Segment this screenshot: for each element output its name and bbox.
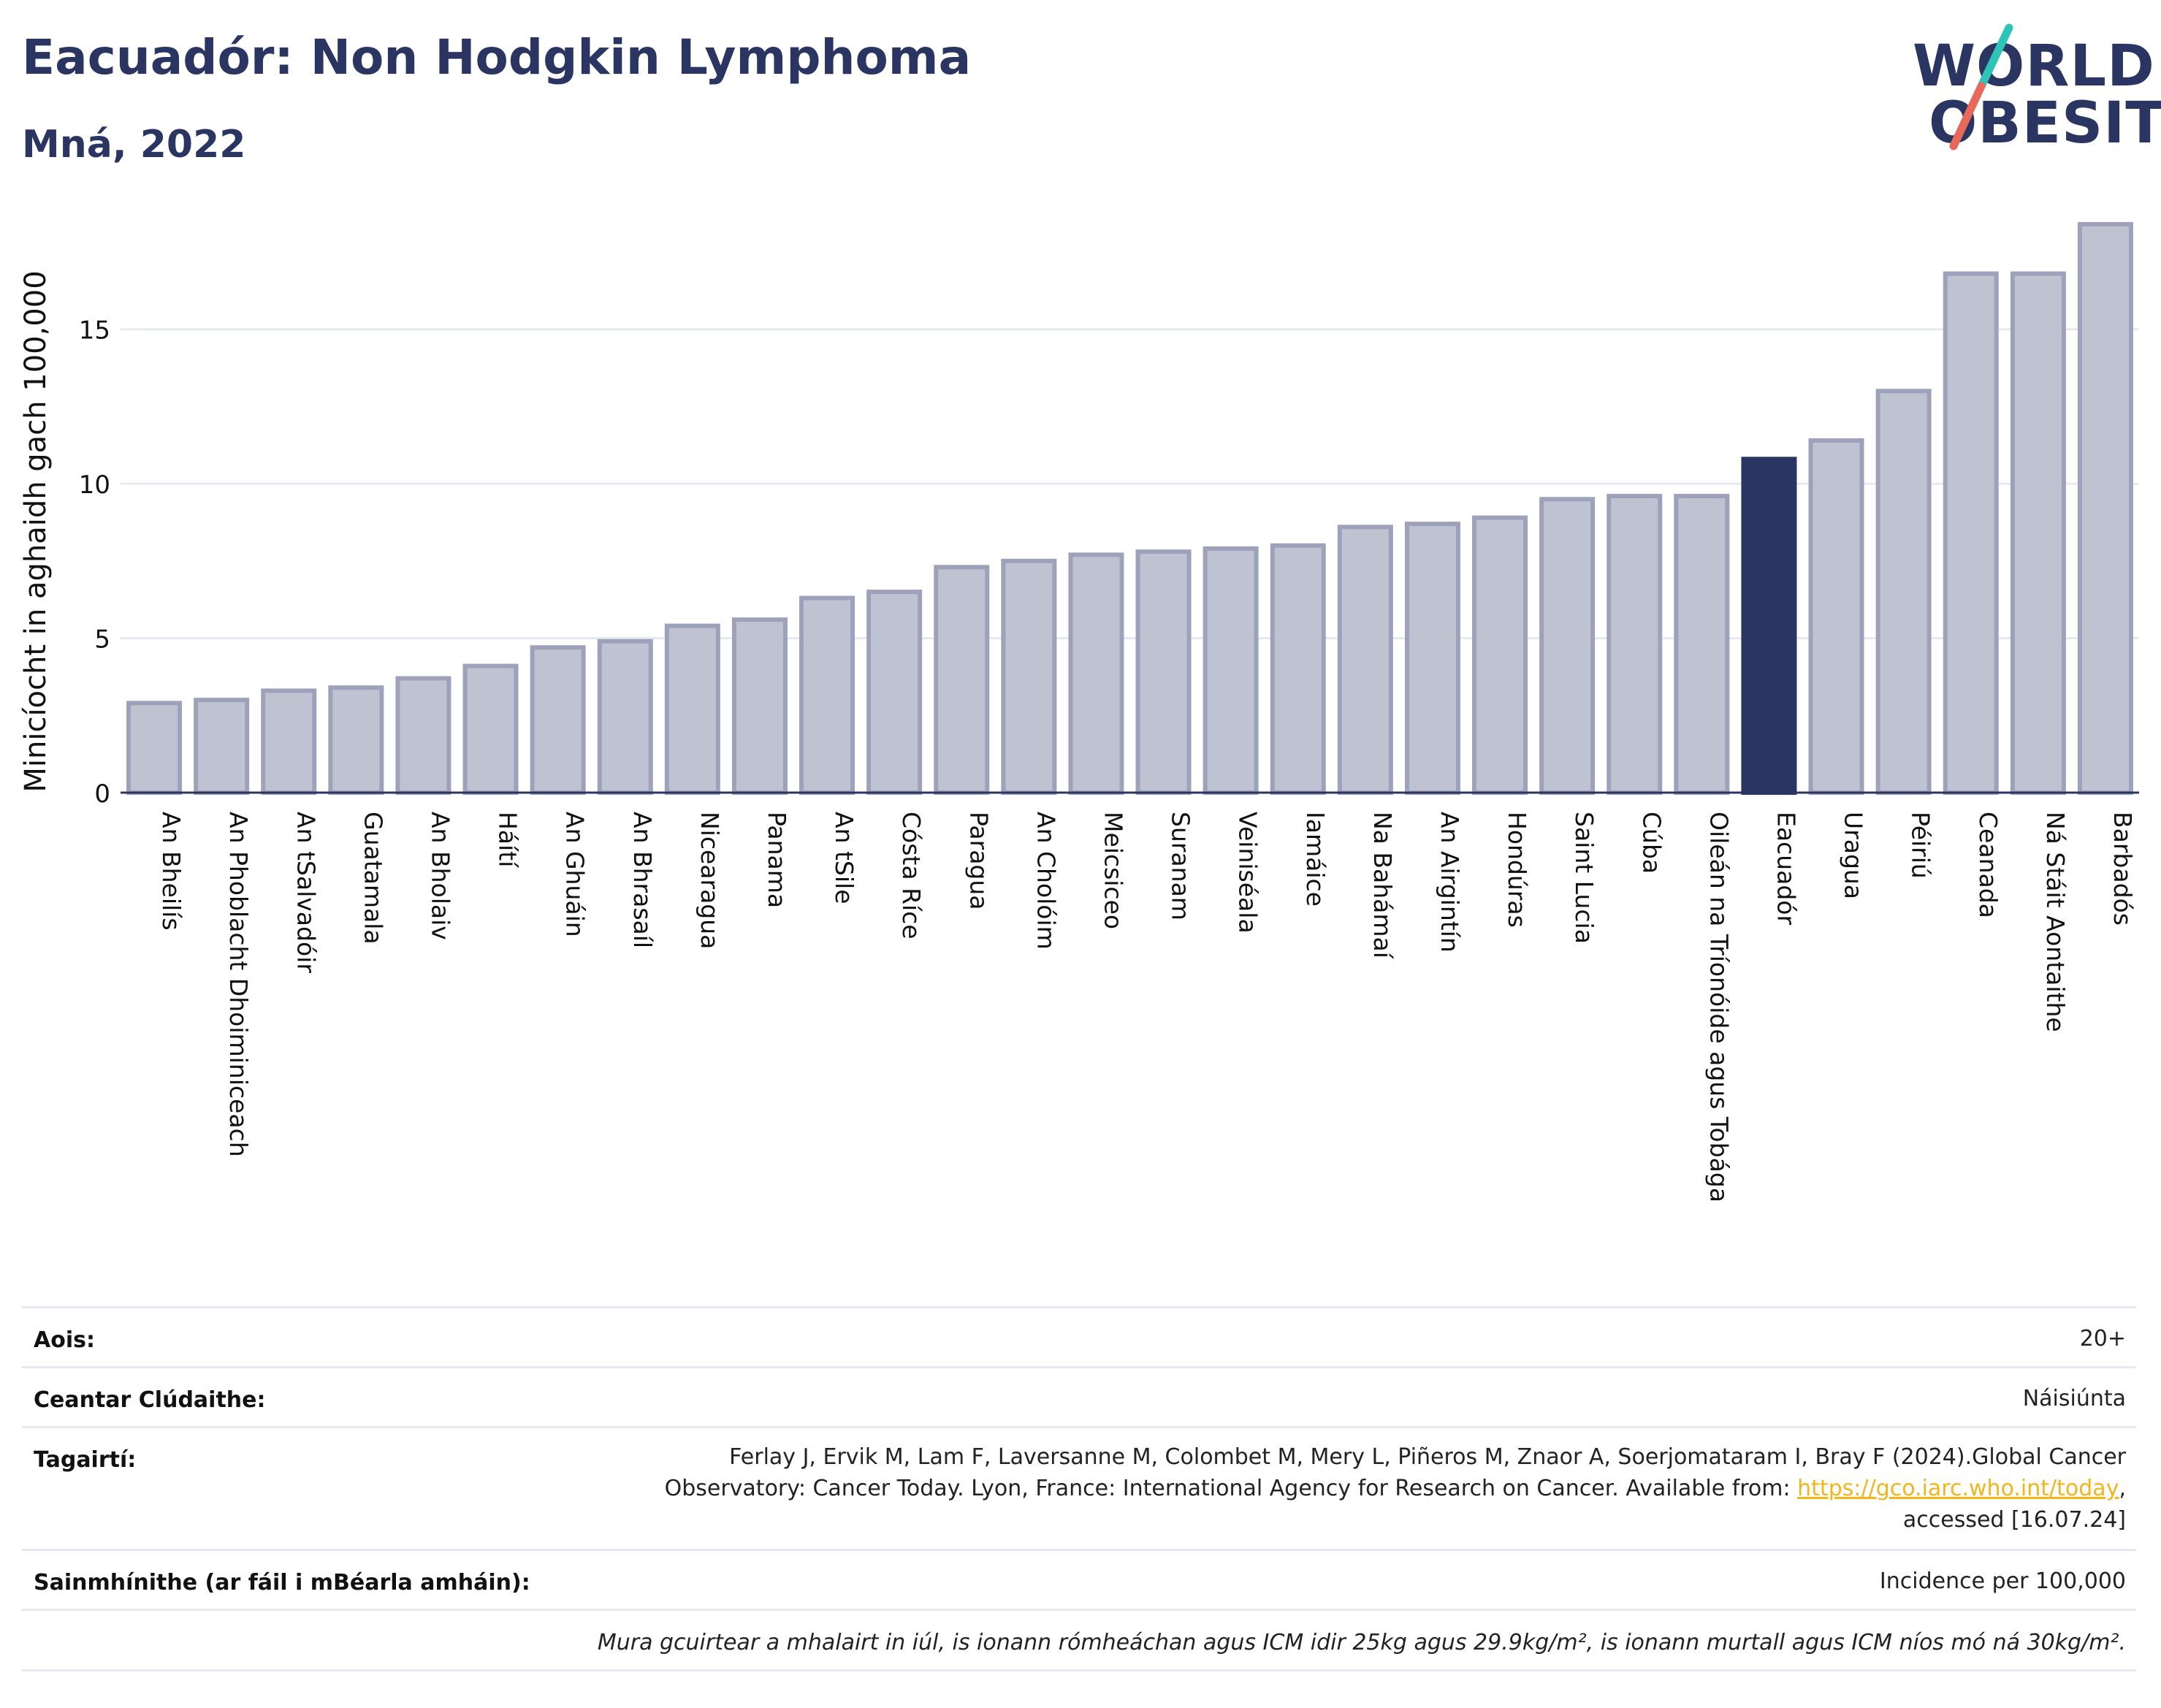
x-tick-label: Meicsiceo — [1099, 812, 1127, 929]
footnote: Mura gcuirtear a mhalairt in iúl, is ion… — [597, 1630, 2126, 1655]
y-axis-label: Minicíocht in aghaidh gach 100,000 — [19, 270, 53, 792]
bar-uragua — [1808, 438, 1864, 795]
bar-nicearagua — [664, 623, 720, 795]
world-obesity-logo: WORLD OBESITY — [1907, 22, 2161, 161]
bar-paragua — [934, 565, 990, 795]
bar-ná-stáit-aontaithe — [2010, 271, 2066, 795]
bar-iamáice — [1270, 543, 1326, 796]
page-title: Eacuadór: Non Hodgkin Lymphoma — [22, 29, 972, 85]
bar-suranam — [1135, 549, 1192, 795]
info-row-footnote: Mura gcuirtear a mhalairt in iúl, is ion… — [22, 1609, 2136, 1670]
x-tick-label: Ceanada — [1974, 812, 2002, 918]
reference-line-2: Observatory: Cancer Today. Lyon, France:… — [665, 1473, 2126, 1504]
logo-slash-icon — [1949, 23, 2013, 150]
bar-péiriú — [1875, 389, 1932, 795]
y-tick-label: 5 — [94, 625, 110, 655]
x-tick-label: Ná Stáit Aontaithe — [2041, 812, 2070, 1032]
x-tick-label: Barbadós — [2108, 812, 2137, 926]
x-tick-label: An Airgintín — [1436, 812, 1464, 953]
bar-ceanada — [1943, 271, 1999, 795]
info-value: 20+ — [2079, 1326, 2126, 1351]
x-tick-label: Suranam — [1167, 812, 1195, 920]
chart-gridlines — [121, 328, 2139, 640]
x-tick-label: An tSalvadóir — [291, 812, 320, 973]
bar-cúba — [1607, 494, 1663, 795]
x-tick-label: Eacuadór — [1772, 812, 1800, 925]
y-tick-label: 10 — [79, 470, 110, 500]
info-label: Sainmhínithe (ar fáil i mBéarla amháin): — [34, 1570, 530, 1595]
info-row-definitions: Sainmhínithe (ar fáil i mBéarla amháin):… — [22, 1549, 2136, 1609]
bar-meicsiceo — [1068, 552, 1124, 795]
bar-háítí — [462, 663, 519, 795]
info-row-coverage: Ceantar Clúdaithe: Náisiúnta — [22, 1366, 2136, 1426]
x-tick-label: Péiriú — [1907, 812, 1935, 879]
bar-chart: 0 5 10 15 An Bheilís An Phoblacht Dhoiminice… — [19, 221, 2139, 1202]
reference-text: Ferlay J, Ervik M, Lam F, Laversanne M, … — [665, 1441, 2126, 1536]
x-tick-label: An Phoblacht Dhoiminiceach — [224, 812, 253, 1157]
x-tick-label: Nicearagua — [695, 812, 724, 949]
x-tick-label: Na Bahámaí — [1368, 812, 1397, 960]
x-tick-label: An Ghuáin — [561, 812, 590, 937]
bar-oileán-na-tríonóide-agus-tobága — [1674, 494, 1730, 795]
bar-barbadós — [2077, 221, 2133, 795]
page-subtitle: Mná, 2022 — [22, 123, 246, 167]
bar-cósta-ríce — [866, 590, 923, 796]
bar-an-tsile — [799, 595, 855, 796]
y-tick-label: 15 — [79, 316, 110, 346]
bar-an-tsalvadóir — [261, 688, 317, 796]
bar-veiniséala — [1203, 546, 1259, 795]
x-tick-label: Háítí — [494, 812, 522, 869]
y-axis-ticks: 0 5 10 15 — [79, 316, 110, 809]
info-label: Aois: — [34, 1327, 95, 1353]
logo-line-1: WORLD — [1913, 34, 2155, 99]
bar-an-bhrasaíl — [597, 638, 653, 795]
reference-line-2-end: , — [2119, 1476, 2126, 1501]
x-tick-label: Veiniséala — [1234, 812, 1262, 934]
x-tick-label: Guatamala — [359, 812, 387, 945]
bar-hondúras — [1472, 515, 1528, 795]
x-tick-label: Oileán na Tríonóide agus Tobága — [1704, 812, 1733, 1202]
x-axis-labels: An Bheilís An Phoblacht Dhoiminiceach An t… — [157, 812, 2137, 1202]
info-label: Ceantar Clúdaithe: — [34, 1387, 266, 1413]
y-tick-label: 0 — [94, 779, 110, 809]
x-tick-label: An Bhrasaíl — [628, 812, 657, 948]
info-row-references: Tagairtí: Ferlay J, Ervik M, Lam F, Lave… — [22, 1426, 2136, 1549]
bar-saint-lucia — [1539, 497, 1596, 796]
chart-bars — [126, 221, 2133, 796]
x-tick-label: Saint Lucia — [1570, 812, 1598, 944]
x-tick-label: Cúba — [1637, 812, 1666, 874]
x-tick-label: Iamáice — [1301, 812, 1330, 907]
x-tick-label: An Bheilís — [157, 812, 186, 931]
x-tick-label: Hondúras — [1503, 812, 1531, 928]
bar-panama — [731, 617, 788, 795]
info-table: Aois: 20+ Ceantar Clúdaithe: Náisiúnta T… — [22, 1306, 2136, 1670]
bar-an-cholóim — [1001, 558, 1057, 796]
info-label: Tagairtí: — [34, 1447, 137, 1473]
x-tick-label: An Cholóim — [1032, 812, 1060, 950]
bar-an-ghuáin — [530, 645, 586, 795]
info-row-age: Aois: 20+ — [22, 1306, 2136, 1366]
x-tick-label: An tSile — [830, 812, 858, 904]
x-tick-label: Uragua — [1840, 812, 1868, 899]
info-value: Náisiúnta — [2022, 1386, 2126, 1411]
info-value: Incidence per 100,000 — [1879, 1568, 2126, 1594]
bar-an-phoblacht-dhoiminiceach — [194, 698, 250, 796]
bar-an-bheilís — [126, 701, 183, 795]
reference-line-2-text: Observatory: Cancer Today. Lyon, France:… — [664, 1476, 1798, 1501]
x-tick-label: An Bholaiv — [426, 812, 454, 940]
x-tick-label: Panama — [763, 812, 791, 908]
reference-link[interactable]: https://gco.iarc.who.int/today — [1797, 1476, 2119, 1501]
reference-line-3: accessed [16.07.24] — [1902, 1507, 2126, 1533]
bar-an-bholaiv — [395, 676, 451, 795]
bar-na-bahámaí — [1337, 525, 1393, 795]
bar-an-airgintín — [1404, 522, 1460, 795]
bar-guatamala — [328, 685, 384, 795]
x-tick-label: Paragua — [964, 812, 993, 910]
bar-eacuadór — [1741, 457, 1797, 795]
table-bottom-border — [22, 1669, 2136, 1671]
reference-line-1: Ferlay J, Ervik M, Lam F, Laversanne M, … — [729, 1444, 2126, 1470]
x-tick-label: Cósta Ríce — [897, 812, 926, 939]
